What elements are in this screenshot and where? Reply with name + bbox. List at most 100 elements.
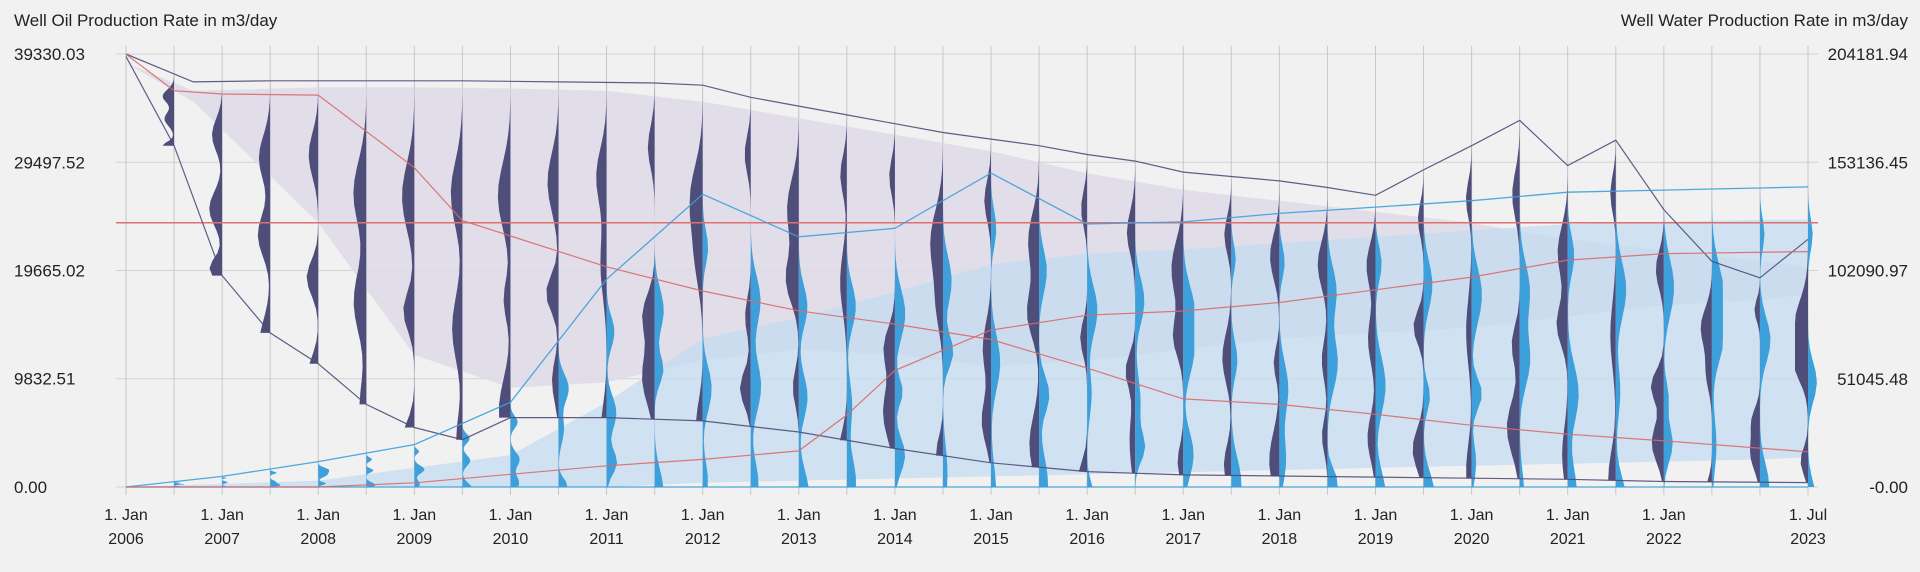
x-tick-label: 1. Jan: [1450, 507, 1494, 524]
oil-violin: [402, 80, 415, 428]
band-layer: [126, 63, 1808, 488]
oil-violin: [1650, 209, 1664, 482]
right-tick-label: 102090.97: [1828, 262, 1908, 281]
oil-violin: [689, 85, 703, 421]
oil-violin: [450, 80, 463, 440]
x-tick-label: 1. Jan: [681, 507, 725, 524]
water-violin: [1567, 192, 1579, 487]
oil-violin: [1317, 187, 1328, 477]
right-tick-label: 153136.45: [1828, 153, 1908, 172]
oil-violin: [1078, 154, 1088, 472]
x-tick-label: 1. Jan: [585, 507, 629, 524]
water-violin: [1231, 217, 1242, 488]
water-violin: [318, 461, 330, 487]
x-tick-label: 1. Jan: [489, 507, 533, 524]
oil-violin: [1366, 195, 1376, 478]
oil-violin: [930, 132, 943, 456]
water-violin: [1135, 222, 1146, 487]
oil-violin: [840, 114, 847, 441]
water-violin: [702, 194, 712, 488]
left-axis-ticks: 0.00 9832.51 19665.02 29497.52 39330.03: [14, 45, 85, 497]
oil-violin: [1506, 120, 1520, 479]
water-violin: [846, 232, 856, 487]
water-violin: [606, 279, 618, 487]
oil-violin: [1171, 172, 1184, 475]
oil-lower-line: [125, 56, 1809, 484]
x-axis-ticks: 1. Jan 2006 1. Jan 2007 1. Jan 2008 1. Jan 2009…: [104, 507, 1827, 548]
oil-violin: [257, 80, 271, 333]
x-tick-year: 2010: [493, 531, 529, 548]
oil-violin: [981, 139, 992, 463]
x-tick-label: 1. Jan: [1161, 507, 1205, 524]
x-tick-label: 1. Jan: [296, 507, 340, 524]
x-tick-label: 1. Jan: [1642, 507, 1686, 524]
x-tick-year: 2011: [589, 531, 624, 548]
water-violin: [1471, 200, 1482, 487]
oil-violin: [1269, 180, 1280, 476]
left-axis-title: Well Oil Production Rate in m3/day: [14, 11, 278, 30]
water-violin: [1375, 207, 1386, 487]
right-tick-label: 204181.94: [1828, 45, 1908, 64]
x-tick-label: 1. Jan: [1065, 507, 1109, 524]
water-median-line: [126, 251, 1809, 488]
oil-violin: [162, 73, 175, 146]
water-violin: [894, 228, 906, 487]
left-tick-label: 19665.02: [14, 261, 85, 280]
water-violin: [222, 476, 229, 487]
x-tick-year: 2022: [1646, 531, 1682, 548]
water-violin: [1087, 224, 1098, 487]
water-violin: [1711, 189, 1723, 487]
oil-violin: [497, 81, 511, 418]
water-violin: [1663, 190, 1674, 487]
water-violin: [654, 236, 664, 487]
right-tick-label: -0.00: [1869, 478, 1908, 497]
water-violin: [366, 453, 376, 487]
oil-violin: [642, 82, 655, 420]
x-tick-year: 2016: [1069, 531, 1105, 548]
water-violin: [174, 481, 185, 487]
oil-violin: [1795, 239, 1808, 483]
oil-upper-line: [125, 53, 1809, 279]
water-violin: [462, 423, 472, 487]
violin-layer: [162, 73, 1817, 488]
left-tick-label: 0.00: [14, 478, 47, 497]
water-violin: [558, 340, 569, 487]
oil-violin: [209, 81, 223, 276]
oil-violin: [1466, 145, 1472, 479]
x-tick-label: 1. Jul: [1789, 507, 1827, 524]
oil-violin: [1556, 165, 1568, 480]
x-tick-year: 2007: [204, 531, 240, 548]
x-tick-year: 2018: [1262, 531, 1298, 548]
x-tick-year: 2006: [108, 531, 144, 548]
oil-violin: [306, 80, 319, 364]
water-violin: [1423, 203, 1434, 487]
x-tick-year: 2020: [1454, 531, 1490, 548]
water-violin: [942, 200, 954, 487]
x-tick-year: 2019: [1358, 531, 1394, 548]
x-tick-year: 2008: [300, 531, 336, 548]
line-layer: [116, 53, 1818, 488]
water-violin: [750, 215, 762, 487]
water-violin: [798, 236, 809, 487]
water-violin: [1519, 196, 1531, 487]
x-tick-label: 1. Jan: [777, 507, 821, 524]
oil-violin: [353, 80, 367, 405]
left-tick-label: 39330.03: [14, 45, 85, 64]
oil-violin: [1412, 169, 1424, 478]
right-axis-title: Well Water Production Rate in m3/day: [1621, 11, 1909, 30]
x-tick-label: 1. Jan: [1546, 507, 1590, 524]
water-violin: [510, 402, 520, 487]
x-tick-label: 1. Jan: [873, 507, 917, 524]
oil-violin: [1750, 277, 1760, 483]
x-tick-label: 1. Jan: [104, 507, 148, 524]
water-violin: [1183, 221, 1195, 487]
oil-violin: [785, 106, 799, 432]
x-tick-label: 1. Jan: [1354, 507, 1398, 524]
x-tick-label: 1. Jan: [969, 507, 1013, 524]
water-violin: [1327, 210, 1338, 488]
water-violin: [1759, 187, 1771, 487]
x-tick-year: 2015: [973, 531, 1009, 548]
x-tick-year: 2009: [397, 531, 433, 548]
right-axis-ticks: -0.00 51045.48 102090.97 153136.45 204181.94: [1828, 45, 1908, 497]
